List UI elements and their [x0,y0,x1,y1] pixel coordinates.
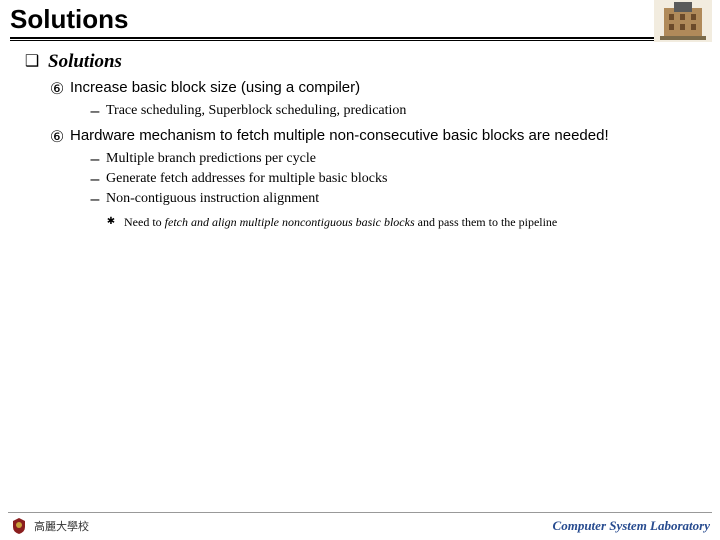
sub-list-item-text: Generate fetch addresses for multiple ba… [106,171,387,187]
list-item: ⑥ Hardware mechanism to fetch multiple n… [48,127,704,147]
text-italic: fetch and align multiple noncontiguous b… [165,215,415,229]
sub-list: – Multiple branch predictions per cycle … [88,151,704,209]
dash-bullet-icon: – [88,151,102,169]
sub-list-item: – Trace scheduling, Superblock schedulin… [88,103,704,121]
sub-sub-list-item: ✱ Need to fetch and align multiple nonco… [104,215,704,230]
dash-bullet-icon: – [88,103,102,121]
section-heading: ❑ Solutions [24,51,704,73]
content: ❑ Solutions ⑥ Increase basic block size … [0,41,720,230]
circled-bullet-icon: ⑥ [48,79,66,99]
sub-list: – Trace scheduling, Superblock schedulin… [88,103,704,121]
sub-list-item-text: Non-contiguous instruction alignment [106,191,319,207]
star-bullet-icon: ✱ [104,215,118,229]
sub-list-item: – Non-contiguous instruction alignment [88,191,704,209]
sub-list-item: – Generate fetch addresses for multiple … [88,171,704,189]
slide-title: Solutions [10,4,710,35]
footer-left: 高麗大學校 [10,517,89,535]
university-logo-icon [10,517,28,535]
building-icon [654,0,712,42]
square-bullet-icon: ❑ [24,54,40,70]
dash-bullet-icon: – [88,191,102,209]
text-suffix: and pass them to the pipeline [415,215,558,229]
dash-bullet-icon: – [88,171,102,189]
list-item-text: Increase basic block size (using a compi… [70,79,360,96]
sub-list-item-text: Trace scheduling, Superblock scheduling,… [106,103,406,119]
footer: 高麗大學校 Computer System Laboratory [0,512,720,540]
section-heading-text: Solutions [48,51,122,73]
footer-rule [8,512,712,513]
sub-list-item: – Multiple branch predictions per cycle [88,151,704,169]
sub-sub-list: ✱ Need to fetch and align multiple nonco… [104,215,704,230]
list-item: ⑥ Increase basic block size (using a com… [48,79,704,99]
bullet-list: ⑥ Increase basic block size (using a com… [48,79,704,230]
footer-right-text: Computer System Laboratory [553,518,710,534]
list-item-text: Hardware mechanism to fetch multiple non… [70,127,609,144]
slide: Solutions ❑ Solutions ⑥ Increase basic b… [0,0,720,540]
footer-left-text: 高麗大學校 [34,518,89,534]
sub-sub-list-item-text: Need to fetch and align multiple noncont… [124,215,557,230]
header: Solutions [0,0,720,41]
sub-list-item-text: Multiple branch predictions per cycle [106,151,316,167]
circled-bullet-icon: ⑥ [48,127,66,147]
text-prefix: Need to [124,215,165,229]
